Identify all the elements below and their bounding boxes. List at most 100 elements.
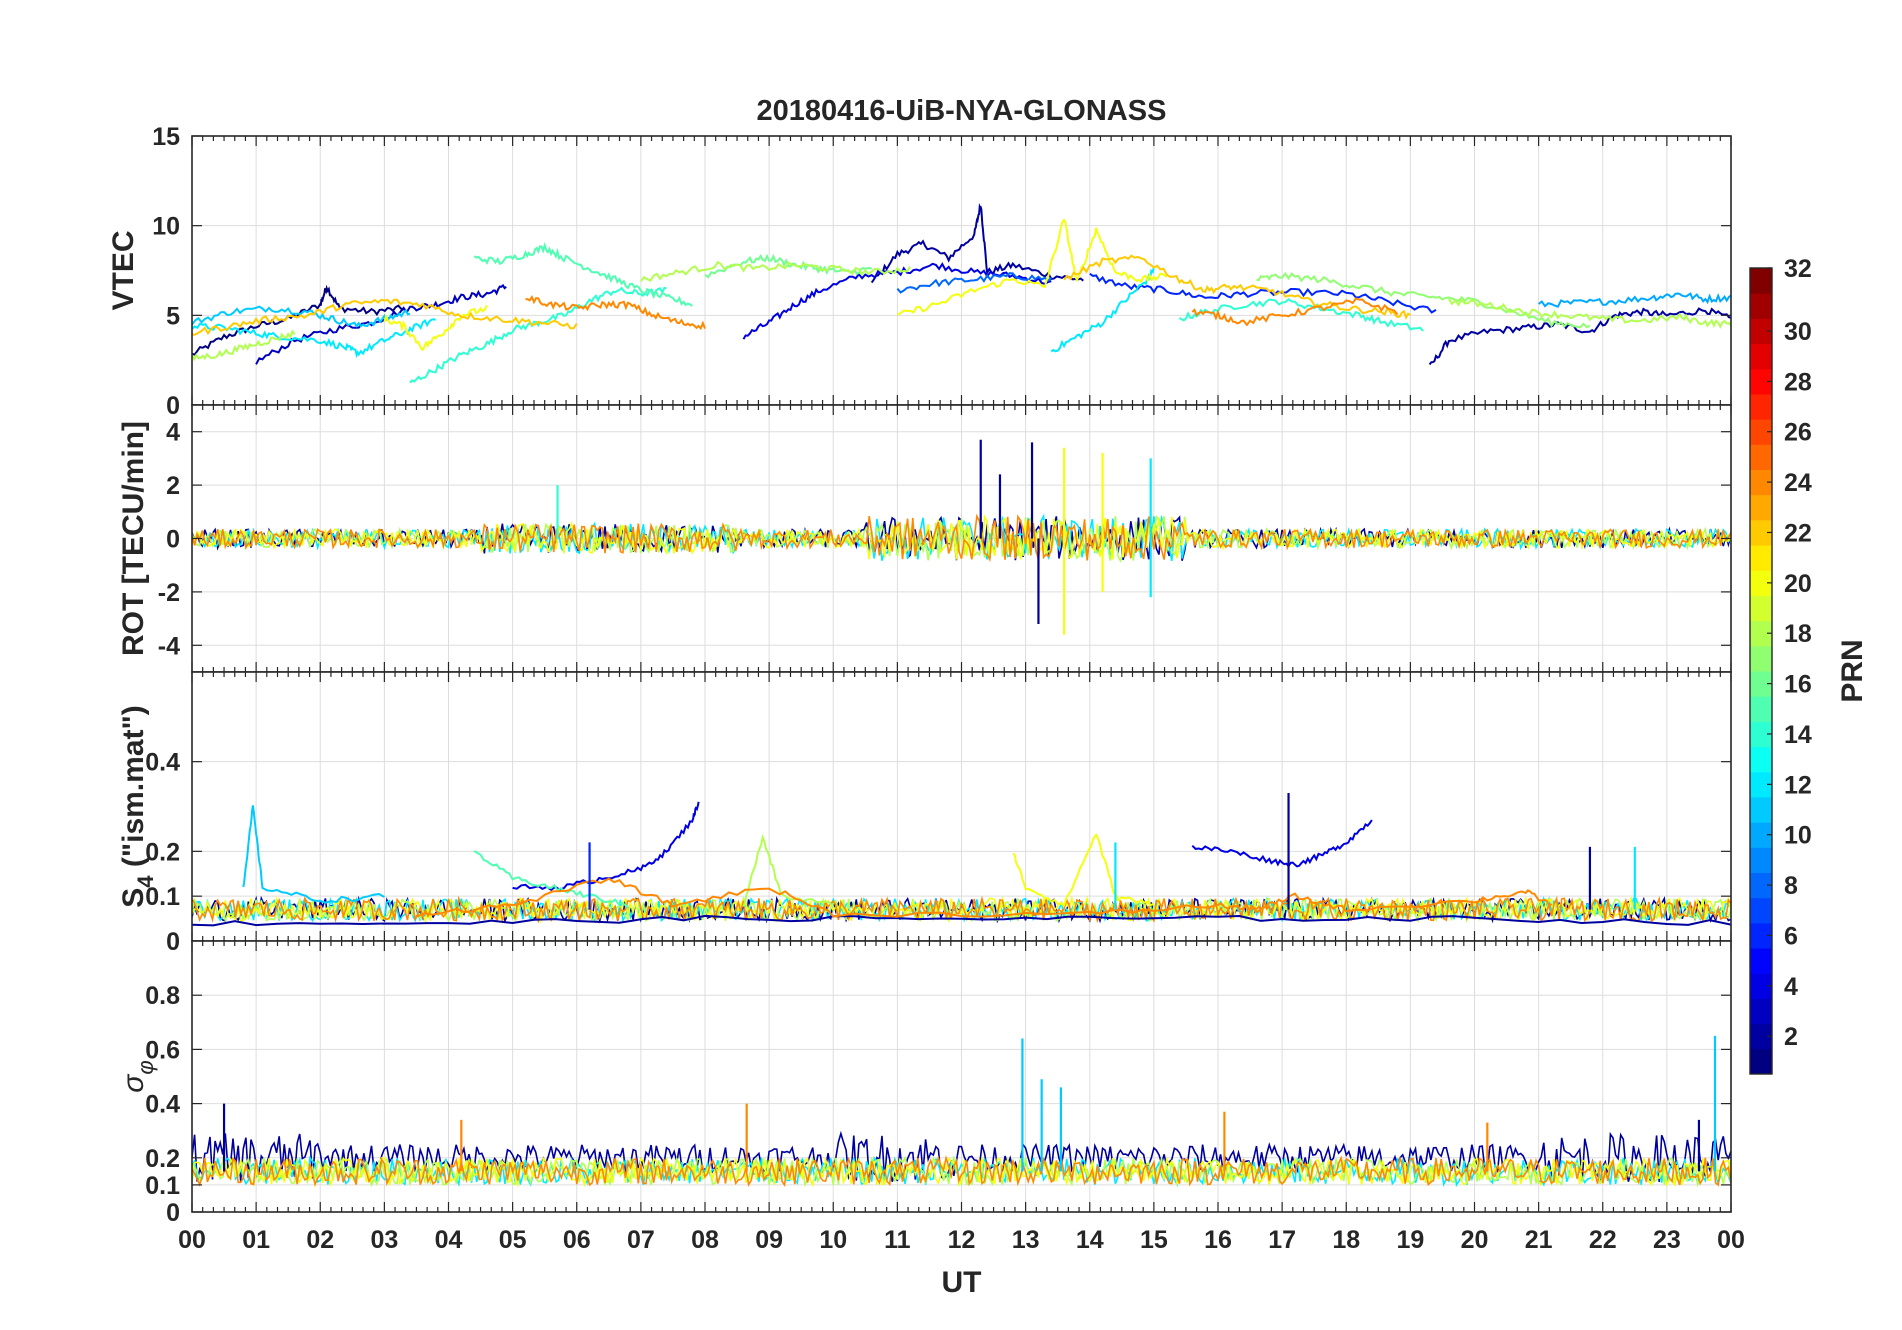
panel-rot: -4 -2 0 2 4 ROT [TECU/min]	[117, 404, 1732, 673]
x-tick-label: 14	[1076, 1226, 1104, 1254]
colorbar-segment	[1750, 847, 1772, 873]
colorbar-segment	[1750, 998, 1772, 1025]
panel-s4-ytick-label: 0.4	[145, 749, 180, 777]
x-tick-label: 03	[370, 1226, 398, 1254]
colorbar-segment	[1750, 519, 1772, 546]
x-tick-label: 01	[242, 1226, 270, 1254]
colorbar-segment	[1750, 595, 1772, 622]
series-prn-15	[473, 241, 693, 307]
colorbar-tick-label: 10	[1784, 822, 1812, 850]
panel-vtec: 0 5 10 15 VTEC	[107, 123, 1732, 420]
noise-trace-prn-2	[192, 1130, 1731, 1184]
panel-sigma-ticks	[191, 941, 1732, 1213]
panel-rot-ticks	[191, 405, 1732, 672]
series-prn-2	[192, 914, 1731, 927]
colorbar-segment	[1750, 419, 1772, 445]
x-tick-label: 15	[1140, 1226, 1168, 1254]
series-prn-15	[473, 850, 629, 908]
x-tick-label: 02	[306, 1226, 334, 1254]
series-prn-4	[1191, 819, 1373, 868]
colorbar-tick-label: 2	[1784, 1023, 1798, 1051]
panel-rot-ylabel: ROT [TECU/min]	[117, 421, 150, 656]
colorbar-segment	[1750, 948, 1772, 974]
series-prn-18	[742, 833, 835, 908]
colorbar-segment	[1750, 771, 1772, 798]
colorbar-segment	[1750, 872, 1772, 899]
x-tick-label: 13	[1012, 1226, 1040, 1254]
panel-s4-ytick-label: 0.1	[145, 883, 180, 911]
series-prn-17	[1256, 271, 1591, 329]
colorbar-tick-label: 16	[1784, 671, 1812, 699]
series-prn-14	[409, 286, 667, 384]
series-prn-12	[192, 318, 436, 359]
series-prn-18	[640, 260, 912, 282]
noise-trace-prn-24	[192, 895, 1731, 924]
x-tick-label: 08	[691, 1226, 719, 1254]
x-tick-label: 22	[1589, 1226, 1617, 1254]
x-tick-label: 00	[1717, 1226, 1745, 1254]
colorbar-segment	[1750, 368, 1772, 395]
colorbar-tick-label: 24	[1784, 469, 1812, 497]
colorbar-tick-label: 14	[1784, 721, 1812, 749]
panel-sigma-ytick-label: 0.2	[145, 1145, 180, 1173]
panel-sigma-ytick-label: 0.4	[145, 1091, 180, 1119]
colorbar-segment	[1750, 570, 1772, 596]
panel-vtec-ytick-label: 15	[152, 123, 180, 151]
colorbar-segment	[1750, 1023, 1772, 1050]
panel-rot-ytick-label: -4	[158, 632, 180, 660]
colorbar-segment	[1750, 469, 1772, 496]
series-prn-11	[192, 305, 411, 328]
x-tick-label: 16	[1204, 1226, 1232, 1254]
colorbar-segment	[1750, 721, 1772, 748]
panel-vtec-ytick-label: 10	[152, 213, 180, 241]
noise-trace-prn-12	[192, 1155, 1731, 1188]
colorbar-segment	[1750, 494, 1772, 521]
panel-s4-ylabel: S4 ("ism.mat")	[117, 705, 158, 907]
ylabel-subscript: 4	[133, 875, 158, 888]
panel-sigma-ylabel: σφ	[117, 1060, 158, 1092]
x-tick-label: 05	[499, 1226, 527, 1254]
noise-trace-prn-20	[192, 1156, 1731, 1188]
series-prn-20	[383, 304, 488, 352]
series-prn-22	[1063, 254, 1411, 320]
colorbar-segment	[1750, 922, 1772, 949]
panel-rot-ytick-label: 0	[166, 526, 180, 554]
colorbar-segment	[1750, 746, 1772, 773]
x-tick-label: 17	[1268, 1226, 1296, 1254]
series-prn-11	[242, 805, 385, 904]
colorbar-segment	[1750, 822, 1772, 848]
panel-vtec-ytick-label: 5	[166, 302, 180, 330]
x-tick-label: 07	[627, 1226, 655, 1254]
x-tick-label: 21	[1525, 1226, 1553, 1254]
colorbar-segment	[1750, 973, 1772, 999]
colorbar-segment	[1750, 343, 1772, 370]
colorbar-tick-label: 20	[1784, 570, 1812, 598]
x-tick-label: 19	[1396, 1226, 1424, 1254]
colorbar-segment	[1750, 645, 1772, 672]
ylabel-main: σ	[117, 1073, 150, 1093]
colorbar-tick-label: 32	[1784, 255, 1812, 283]
panel-s4-ytick-label: 0.2	[145, 838, 180, 866]
series-prn-18	[1448, 298, 1731, 329]
panel-vtec-ytick-label: 0	[166, 392, 180, 420]
ylabel-rest: ("ism.mat")	[117, 705, 150, 875]
colorbar-tick-label: 30	[1784, 318, 1812, 346]
colorbar-tick-label: 12	[1784, 771, 1812, 799]
colorbar-frame	[1749, 267, 1773, 1075]
panel-vtec-ylabel: VTEC	[107, 230, 140, 310]
panel-sigma-ytick-label: 0	[166, 1199, 180, 1227]
chart-title: 20180416-UiB-NYA-GLONASS	[757, 95, 1167, 127]
series-prn-4	[512, 801, 700, 892]
noise-trace-prn-24	[192, 1154, 1731, 1188]
x-tick-label: 09	[755, 1226, 783, 1254]
panel-s4-ticks	[191, 672, 1732, 942]
panel-vtec-data	[192, 203, 1731, 384]
x-tick-label: 10	[819, 1226, 847, 1254]
panel-rot-data	[192, 439, 1731, 635]
series-prn-22	[192, 298, 578, 336]
panel-s4: 00.10.20.4S4 ("ism.mat")	[117, 671, 1732, 956]
colorbar-tick-label: 28	[1784, 368, 1812, 396]
colorbar-label: PRN	[1836, 639, 1869, 702]
